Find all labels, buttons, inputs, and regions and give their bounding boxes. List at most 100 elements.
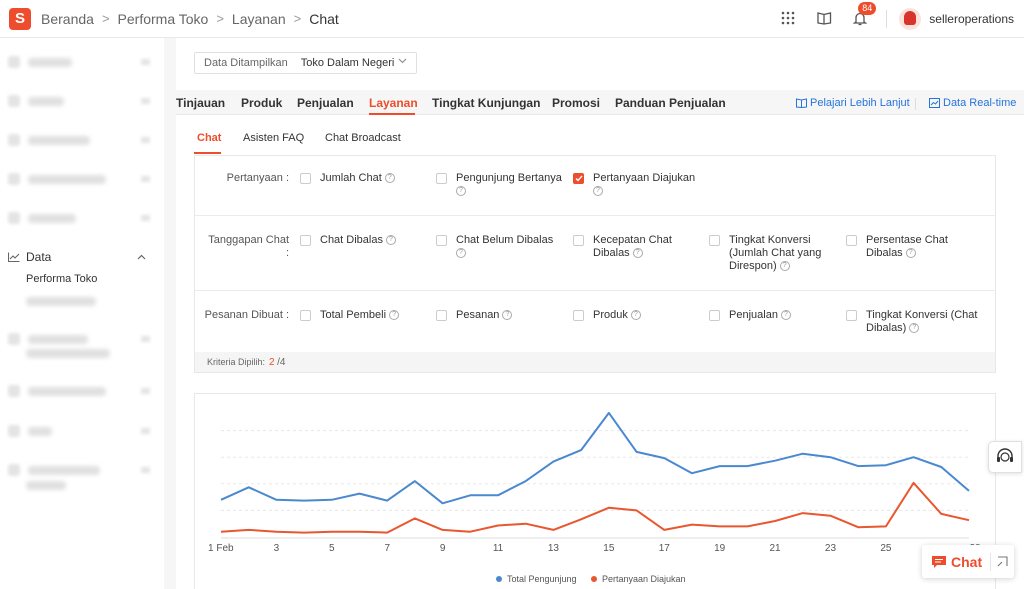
username[interactable]: selleroperations bbox=[929, 12, 1014, 26]
x-tick-label: 25 bbox=[880, 543, 892, 554]
breadcrumb-home[interactable]: Beranda bbox=[41, 10, 94, 27]
chat-bubble-icon bbox=[932, 555, 946, 568]
checkbox-conversion-rate-responded[interactable]: Tingkat Konversi (Jumlah Chat yang Dires… bbox=[709, 234, 829, 273]
sidebar-item-blurred[interactable] bbox=[8, 211, 158, 225]
checkbox-chat-count[interactable]: Jumlah Chat? bbox=[300, 172, 432, 185]
subtab-chat-broadcast[interactable]: Chat Broadcast bbox=[325, 132, 401, 144]
sub-tabs: Chat Asisten FAQ Chat Broadcast bbox=[194, 124, 994, 154]
sidebar-item-blurred[interactable] bbox=[8, 55, 158, 69]
menu-icon bbox=[8, 95, 20, 107]
subtab-faq-assistant[interactable]: Asisten FAQ bbox=[243, 132, 305, 144]
apps-grid-icon[interactable] bbox=[780, 11, 796, 27]
blurred-label bbox=[28, 96, 64, 106]
criteria-row-chat-responses: Tanggapan Chat : Chat Dibalas? Chat Belu… bbox=[195, 216, 995, 291]
data-display-dropdown[interactable]: Data Ditampilkan Toko Dalam Negeri bbox=[194, 52, 417, 74]
checkbox-reply-speed[interactable]: Kecepatan Chat Dibalas? bbox=[573, 234, 673, 260]
learn-more-link[interactable]: Pelajari Lebih Lanjut bbox=[796, 97, 910, 109]
checkbox-label: Persentase Chat Dibalas bbox=[866, 234, 948, 259]
tab-sales-guide[interactable]: Panduan Penjualan bbox=[615, 96, 726, 110]
checkbox[interactable] bbox=[846, 310, 857, 321]
sidebar-item-blurred[interactable] bbox=[8, 424, 158, 438]
checkbox-orders[interactable]: Pesanan? bbox=[436, 309, 568, 322]
blurred-label bbox=[26, 480, 66, 490]
menu-icon bbox=[8, 333, 20, 345]
checkbox-total-buyers[interactable]: Total Pembeli? bbox=[300, 309, 432, 322]
check-icon bbox=[575, 175, 583, 182]
tab-traffic[interactable]: Tingkat Kunjungan bbox=[432, 96, 541, 110]
subtab-chat[interactable]: Chat bbox=[197, 132, 222, 144]
blurred-label bbox=[28, 213, 76, 223]
checkbox-reply-percentage[interactable]: Persentase Chat Dibalas? bbox=[846, 234, 956, 260]
shopee-logo-icon[interactable]: S bbox=[9, 7, 31, 30]
line-chart: 1 Feb3579111315171921232528Total Pengunj… bbox=[208, 411, 981, 584]
x-tick-label: 7 bbox=[384, 543, 390, 554]
blurred-label bbox=[28, 426, 52, 436]
realtime-data-link[interactable]: Data Real-time bbox=[929, 97, 1016, 109]
sidebar-item-blurred[interactable] bbox=[8, 94, 158, 108]
chevron-down-icon bbox=[398, 58, 407, 64]
checkbox-label: Total Pembeli bbox=[320, 309, 387, 321]
checkbox[interactable] bbox=[300, 310, 311, 321]
chat-widget[interactable]: Chat bbox=[922, 545, 1014, 578]
checkbox[interactable] bbox=[436, 310, 447, 321]
legend-marker bbox=[496, 576, 502, 582]
checkbox-label: Chat Belum Dibalas bbox=[456, 234, 554, 246]
checkbox-conversion-rate-replied[interactable]: Tingkat Konversi (Chat Dibalas)? bbox=[846, 309, 986, 335]
question-icon: ? bbox=[593, 186, 603, 197]
main-tabs: Tinjauan Produk Penjualan Layanan Tingka… bbox=[176, 90, 1024, 115]
avatar[interactable] bbox=[899, 8, 922, 30]
blurred-label bbox=[28, 57, 72, 67]
tab-products[interactable]: Produk bbox=[241, 96, 283, 110]
sidebar-item-blurred[interactable] bbox=[8, 133, 158, 147]
expand-icon[interactable] bbox=[997, 556, 1008, 567]
x-tick-label: 21 bbox=[770, 543, 782, 554]
tab-sales[interactable]: Penjualan bbox=[297, 96, 354, 110]
checkbox[interactable] bbox=[846, 235, 857, 246]
selected-criteria-label: Kriteria Dipilih: bbox=[207, 357, 266, 367]
chevron-down-icon bbox=[141, 215, 150, 221]
breadcrumb-store-performance[interactable]: Performa Toko bbox=[117, 10, 209, 27]
chevron-right-icon: > bbox=[293, 11, 302, 26]
checkbox[interactable] bbox=[709, 235, 720, 246]
book-icon[interactable] bbox=[816, 11, 832, 27]
breadcrumb-service[interactable]: Layanan bbox=[231, 10, 286, 27]
chevron-down-icon bbox=[141, 428, 150, 434]
chart-line-icon bbox=[8, 252, 20, 262]
checkbox[interactable] bbox=[436, 235, 447, 246]
criteria-row-label: Tanggapan Chat : bbox=[208, 234, 289, 259]
tab-promotion[interactable]: Promosi bbox=[552, 96, 601, 110]
bell-icon[interactable]: 84 bbox=[852, 2, 877, 27]
sidebar-subitem-blurred[interactable] bbox=[26, 294, 146, 308]
criteria-row-questions: Pertanyaan : Jumlah Chat? Pengunjung Ber… bbox=[195, 156, 995, 216]
checkbox-visitors-asking[interactable]: Pengunjung Bertanya? bbox=[436, 172, 568, 198]
chat-open-button[interactable]: Chat bbox=[931, 554, 982, 570]
checkbox-sales[interactable]: Penjualan? bbox=[709, 309, 841, 322]
x-tick-label: 5 bbox=[329, 543, 335, 554]
sidebar-item-blurred[interactable] bbox=[8, 463, 158, 477]
customer-service-button[interactable] bbox=[988, 441, 1022, 473]
criteria-panel: Pertanyaan : Jumlah Chat? Pengunjung Ber… bbox=[194, 155, 996, 373]
checkbox-checked[interactable] bbox=[573, 173, 584, 184]
checkbox-questions-asked[interactable]: Pertanyaan Diajukan? bbox=[573, 172, 705, 198]
checkbox-chats-unreplied[interactable]: Chat Belum Dibalas? bbox=[436, 234, 568, 260]
sidebar-item-data[interactable]: Data bbox=[8, 250, 158, 264]
checkbox[interactable] bbox=[300, 235, 311, 246]
checkbox[interactable] bbox=[300, 173, 311, 184]
sidebar-subitem-store-performance[interactable]: Performa Toko bbox=[26, 273, 98, 285]
checkbox[interactable] bbox=[436, 173, 447, 184]
checkbox[interactable] bbox=[709, 310, 720, 321]
sidebar-item-blurred[interactable] bbox=[8, 172, 158, 186]
checkbox-chats-replied[interactable]: Chat Dibalas? bbox=[300, 234, 432, 247]
checkbox[interactable] bbox=[573, 235, 584, 246]
criteria-row-orders: Pesanan Dibuat : Total Pembeli? Pesanan?… bbox=[195, 291, 995, 354]
checkbox[interactable] bbox=[573, 310, 584, 321]
tab-overview[interactable]: Tinjauan bbox=[176, 96, 226, 110]
checkbox-products[interactable]: Produk? bbox=[573, 309, 705, 322]
menu-icon bbox=[8, 134, 20, 146]
sidebar-item-blurred[interactable] bbox=[8, 384, 158, 398]
legend-label: Pertanyaan Diajukan bbox=[602, 574, 686, 584]
checkbox-label: Pertanyaan Diajukan bbox=[593, 172, 696, 184]
menu-icon bbox=[8, 464, 20, 476]
sidebar-item-blurred[interactable] bbox=[8, 332, 158, 346]
tab-service[interactable]: Layanan bbox=[369, 96, 418, 110]
